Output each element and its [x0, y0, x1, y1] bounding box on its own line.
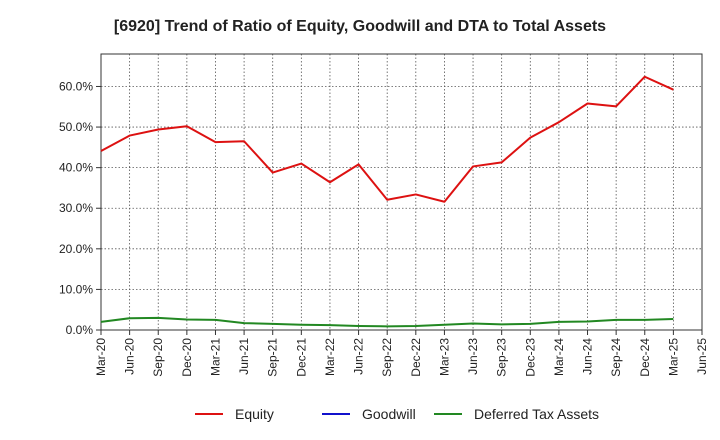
- grid: [101, 54, 702, 330]
- x-tick-label: Dec-21: [294, 338, 308, 377]
- series-line-deferred-tax-assets: [100, 316, 674, 328]
- y-tick-label: 50.0%: [59, 120, 93, 134]
- x-tick-label: Jun-25: [695, 338, 709, 375]
- y-tick-label: 30.0%: [59, 201, 93, 215]
- x-tick-label: Sep-23: [495, 338, 509, 377]
- x-tick-label: Sep-20: [151, 338, 165, 377]
- series-lines: [100, 75, 674, 328]
- y-tick-label: 60.0%: [59, 79, 93, 93]
- x-tick-label: Dec-20: [180, 338, 194, 377]
- x-tick-label: Jun-20: [123, 338, 137, 375]
- y-tick-label: 10.0%: [59, 282, 93, 296]
- x-tick-label: Jun-21: [237, 338, 251, 375]
- x-tick-label: Jun-23: [466, 338, 480, 375]
- legend-label-deferred-tax-assets: Deferred Tax Assets: [474, 406, 599, 422]
- y-tick-label: 40.0%: [59, 161, 93, 175]
- x-tick-label: Sep-24: [609, 338, 623, 377]
- y-tick-label: 20.0%: [59, 242, 93, 256]
- x-tick-label: Sep-22: [380, 338, 394, 377]
- y-axis: 0.0% 10.0% 20.0% 30.0% 40.0% 50.0% 60.0%: [59, 79, 101, 337]
- x-tick-label: Mar-20: [94, 338, 108, 376]
- x-tick-label: Dec-23: [523, 338, 537, 377]
- x-tick-label: Mar-21: [208, 338, 222, 376]
- legend-label-equity: Equity: [235, 406, 274, 422]
- x-tick-label: Dec-22: [409, 338, 423, 377]
- x-tick-label: Mar-25: [666, 338, 680, 376]
- x-tick-label: Mar-24: [552, 338, 566, 376]
- plot-frame: [100, 53, 703, 331]
- chart-title: [6920] Trend of Ratio of Equity, Goodwil…: [114, 18, 606, 35]
- x-tick-label: Jun-22: [352, 338, 366, 375]
- x-tick-label: Mar-22: [323, 338, 337, 376]
- x-tick-label: Jun-24: [581, 338, 595, 375]
- series-line-equity: [100, 75, 674, 203]
- x-axis: Mar-20 Jun-20 Sep-20 Dec-20 Mar-21 Jun-21 Sep-…: [94, 330, 709, 377]
- y-tick-label: 0.0%: [66, 323, 94, 337]
- x-tick-label: Dec-24: [638, 338, 652, 377]
- x-tick-label: Mar-23: [437, 338, 451, 376]
- legend-label-goodwill: Goodwill: [362, 406, 416, 422]
- legend: Equity Goodwill Deferred Tax Assets: [195, 406, 599, 422]
- x-tick-label: Sep-21: [266, 338, 280, 377]
